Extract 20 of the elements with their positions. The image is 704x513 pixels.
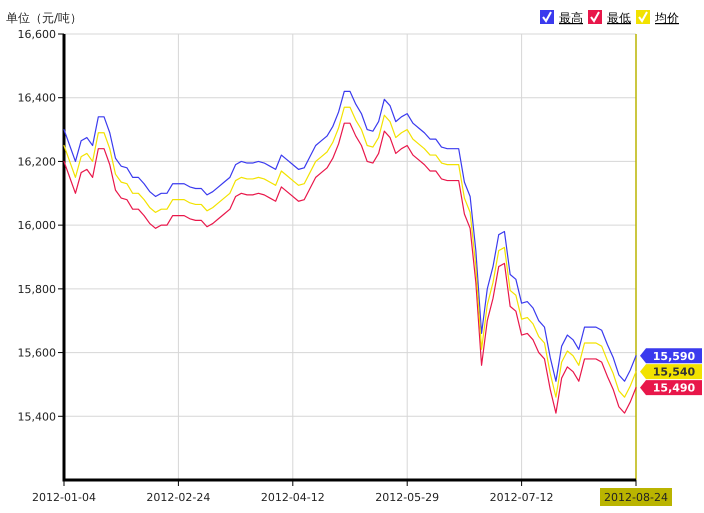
x-tick-label: 2012-02-24 (146, 491, 210, 504)
x-tick-label: 2012-07-12 (490, 491, 554, 504)
y-tick-label: 15,800 (18, 282, 56, 296)
data-label: 15,590 (652, 350, 696, 363)
legend-label: 最低 (607, 11, 631, 25)
y-tick-label: 16,200 (18, 155, 56, 168)
y-axis-title: 单位（元/吨） (6, 11, 82, 25)
x-tick-label: 2012-05-29 (375, 491, 440, 504)
y-tick-label: 16,000 (18, 219, 56, 232)
x-tick-label: 2012-01-04 (32, 491, 96, 504)
x-tick-label: 2012-04-12 (260, 491, 325, 504)
data-label: 15,490 (652, 382, 696, 395)
y-tick-label: 15,600 (18, 346, 56, 360)
y-tick-label: 16,400 (18, 92, 56, 105)
y-tick-label: 16,600 (18, 28, 56, 41)
legend-label: 最高 (559, 11, 583, 25)
x-tick-label: 2012-08-24 (604, 491, 668, 504)
legend-label: 均价 (654, 11, 679, 25)
y-tick-label: 15,400 (18, 410, 56, 424)
data-label: 15,540 (652, 366, 696, 379)
